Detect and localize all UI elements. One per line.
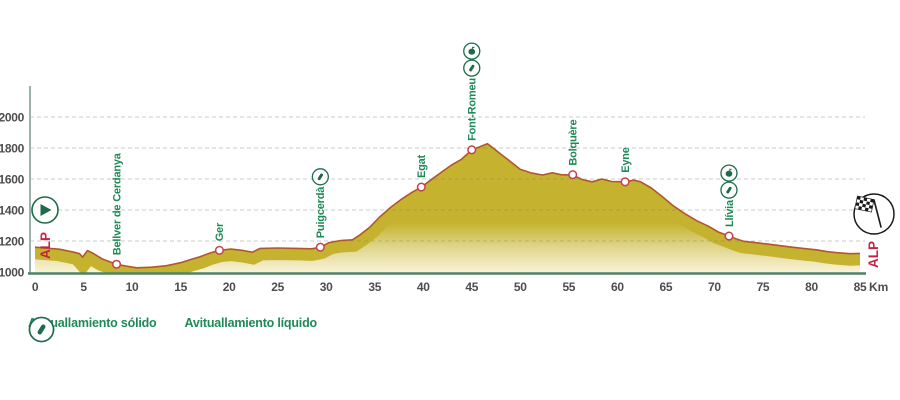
waypoint-eyne: Eyne	[620, 147, 632, 187]
svg-text:0: 0	[32, 280, 39, 294]
svg-text:1800: 1800	[0, 142, 25, 156]
svg-text:1000: 1000	[0, 266, 25, 280]
checkered-flag-icon	[854, 195, 882, 228]
liquid-feed-icon	[311, 168, 330, 186]
liquid-feed-icon	[463, 59, 481, 77]
waypoint-bolquere: Bolquère	[568, 120, 580, 180]
svg-text:35: 35	[368, 280, 381, 294]
svg-text:25: 25	[271, 280, 284, 294]
svg-text:1200: 1200	[0, 235, 25, 249]
liquid-feed-icon	[720, 181, 738, 199]
waypoint-label: Bolquère	[568, 120, 580, 166]
x-axis-labels: 0 5 10 15 20 25 30 35 40 45 50 55 60 65 70 75 80 85 Km	[32, 280, 889, 294]
finish-label: ALP	[866, 241, 881, 268]
waypoint-label: Font-Romeu	[467, 78, 479, 141]
svg-text:20: 20	[223, 280, 236, 294]
svg-text:50: 50	[514, 280, 527, 294]
waypoint-marker	[724, 231, 734, 241]
svg-text:85: 85	[854, 280, 867, 294]
waypoint-ger: Ger	[214, 222, 226, 255]
svg-text:80: 80	[805, 280, 818, 294]
svg-text:1600: 1600	[0, 173, 25, 187]
waypoint-marker	[214, 245, 224, 255]
svg-text:75: 75	[757, 280, 770, 294]
waypoint-egat: Egat	[416, 154, 428, 192]
svg-text:10: 10	[126, 280, 139, 294]
waypoint-marker	[568, 170, 578, 180]
start-label: ALP	[38, 232, 53, 259]
svg-text:60: 60	[611, 280, 624, 294]
waypoint-label: Egat	[416, 154, 428, 178]
waypoint-label: Puigcerdà	[315, 186, 327, 238]
waypoint-marker	[416, 182, 426, 192]
waypoint-marker	[315, 242, 325, 252]
svg-text:65: 65	[660, 280, 673, 294]
waypoint-marker	[620, 177, 630, 187]
solid-feed-icon	[463, 42, 481, 60]
waypoint-font-romeu: Font-Romeu	[463, 42, 481, 155]
svg-text:45: 45	[465, 280, 478, 294]
waypoint-marker	[467, 145, 477, 155]
solid-feed-label: Avituallamiento sólido	[28, 316, 157, 330]
solid-feed-icon	[720, 164, 738, 182]
play-icon	[40, 204, 52, 216]
waypoint-marker	[111, 259, 122, 269]
feed-legend: Avituallamiento sólido Avituallamiento l…	[28, 316, 318, 343]
waypoints: Bellver de Cerdanya Ger Puigcerdà Egat Font-…	[111, 42, 738, 269]
finish-badge: ALP	[853, 193, 895, 268]
svg-text:70: 70	[708, 280, 721, 294]
svg-text:30: 30	[320, 280, 333, 294]
profile-line	[34, 142, 861, 269]
svg-text:1400: 1400	[0, 204, 25, 218]
svg-text:55: 55	[562, 280, 575, 294]
waypoint-label: Llívia	[724, 199, 736, 227]
svg-text:5: 5	[80, 280, 87, 294]
liquid-feed-icon	[28, 316, 55, 343]
waypoint-puigcerda: Puigcerdà	[311, 168, 330, 252]
start-badge: ALP	[31, 196, 59, 259]
profile-area	[35, 143, 860, 274]
waypoint-label: Eyne	[620, 147, 632, 173]
legend-item-liquid: Avituallamiento líquido	[28, 316, 318, 343]
svg-text:Km: Km	[869, 280, 888, 294]
waypoint-label: Bellver de Cerdanya	[111, 152, 123, 255]
liquid-feed-icon	[28, 316, 55, 343]
liquid-feed-label: Avituallamiento líquido	[184, 316, 318, 330]
svg-text:40: 40	[417, 280, 430, 294]
svg-text:15: 15	[174, 280, 187, 294]
svg-text:2000: 2000	[0, 111, 25, 125]
waypoint-bellver-de-cerdanya: Bellver de Cerdanya	[111, 152, 123, 269]
y-axis-labels: 1000 1200 1400 1600 1800 2000	[0, 111, 25, 280]
waypoint-llivia: Llívia	[720, 164, 738, 241]
waypoint-label: Ger	[214, 222, 226, 241]
